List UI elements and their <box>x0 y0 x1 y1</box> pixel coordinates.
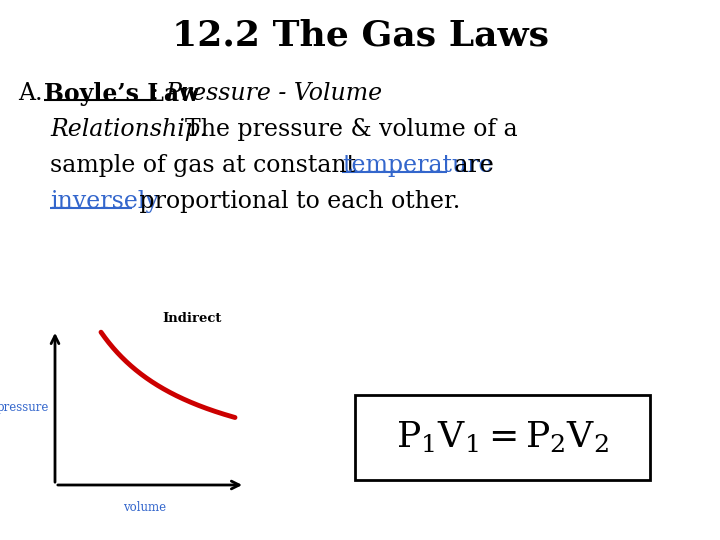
FancyBboxPatch shape <box>355 395 650 480</box>
Text: Boyle’s Law: Boyle’s Law <box>44 82 199 106</box>
Text: 12.2 The Gas Laws: 12.2 The Gas Laws <box>171 18 549 52</box>
Text: Indirect: Indirect <box>162 312 222 325</box>
Text: Relationship.: Relationship. <box>50 118 207 141</box>
Text: inversely: inversely <box>50 190 159 213</box>
Text: pressure: pressure <box>0 401 49 414</box>
Text: A.: A. <box>18 82 50 105</box>
Text: The pressure & volume of a: The pressure & volume of a <box>170 118 518 141</box>
Text: sample of gas at constant: sample of gas at constant <box>50 154 371 177</box>
Text: are: are <box>447 154 494 177</box>
Text: $\mathregular{P_1V_1 = P_2V_2}$: $\mathregular{P_1V_1 = P_2V_2}$ <box>396 420 609 455</box>
Text: proportional to each other.: proportional to each other. <box>132 190 460 213</box>
Text: Pressure - Volume: Pressure - Volume <box>165 82 382 105</box>
Text: temperature: temperature <box>342 154 492 177</box>
Text: :: : <box>151 82 166 105</box>
Text: volume: volume <box>122 501 166 514</box>
